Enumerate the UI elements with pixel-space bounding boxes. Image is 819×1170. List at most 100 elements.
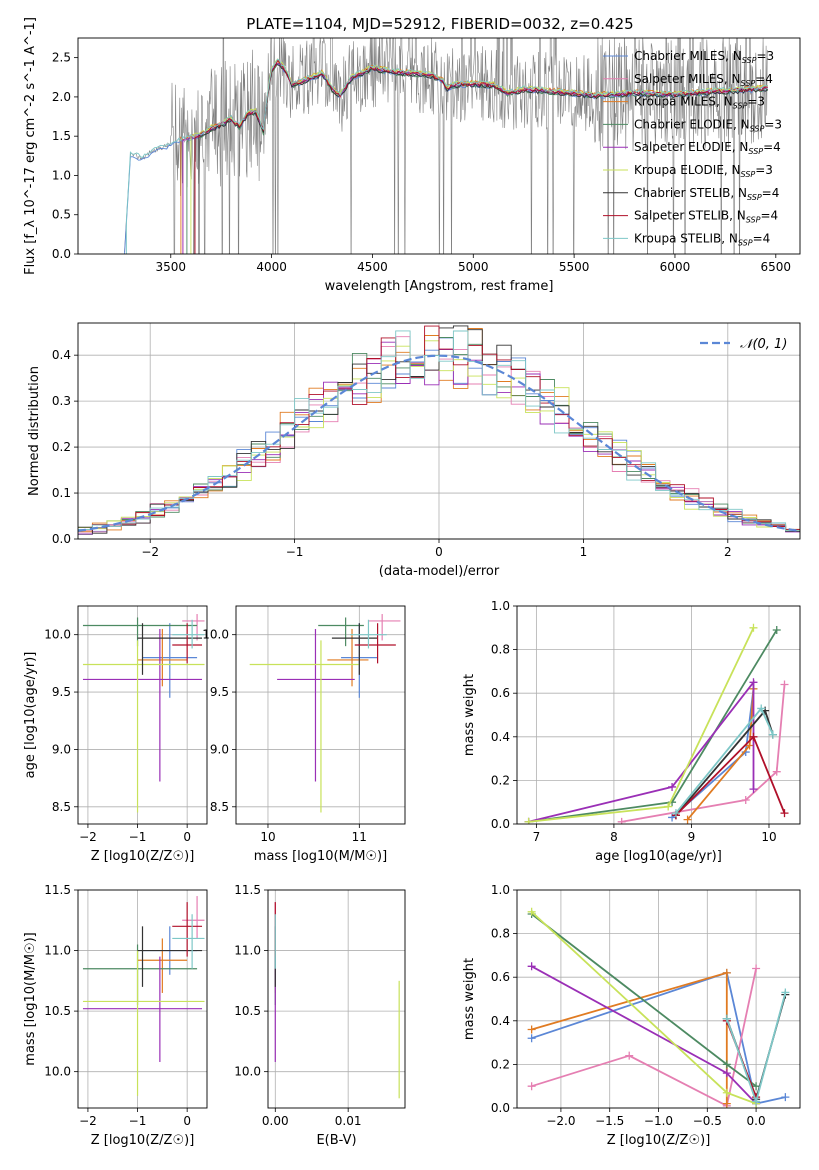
weight-marker <box>524 817 533 824</box>
panel-mass-vs-ebv: 0.00 0.01 10.0 10.5 11.0 11.5 E(B-V) <box>234 883 406 1148</box>
y-tick-label: 0.6 <box>491 970 510 984</box>
x-tick-label: 3500 <box>155 260 186 274</box>
x-axis-label: mass [log10(M/M☉)] <box>254 849 387 864</box>
y-tick-label: 1.5 <box>52 129 71 143</box>
axes-frame <box>516 605 801 825</box>
model-spectrum <box>125 58 768 254</box>
x-tick-label: 0.0 <box>747 1114 766 1128</box>
x-tick-label: 1 <box>580 545 588 559</box>
weight-marker <box>527 1034 536 1043</box>
weight-marker <box>722 1099 731 1108</box>
legend-entry: Salpeter ELODIE, NSSP=4 <box>634 140 781 156</box>
y-tick-label: 0.1 <box>52 486 71 500</box>
x-tick-label: −1 <box>129 1114 147 1128</box>
plot-area <box>524 623 789 824</box>
legend: Chabrier MILES, NSSP=3 Salpeter MILES, NS… <box>603 49 782 247</box>
panel-age-vs-mass: 10 11 8.5 9.0 9.5 10.0 mass [log10(M/M☉)] <box>202 605 406 864</box>
weight-marker <box>749 785 758 794</box>
x-tick-label: 0 <box>435 545 443 559</box>
x-tick-label: 4500 <box>357 260 388 274</box>
weight-marker <box>772 625 781 634</box>
legend-entry: Chabrier MILES, NSSP=3 <box>634 49 774 65</box>
legend-entry: Chabrier STELIB, NSSP=4 <box>634 186 779 202</box>
y-axis-label: age [log10(age/yr)] <box>23 652 38 779</box>
y-tick-label: 0.2 <box>491 1057 510 1071</box>
x-tick-label: 7 <box>533 830 541 844</box>
weight-line <box>531 965 757 1105</box>
weight-marker <box>722 1060 731 1069</box>
weight-marker <box>780 809 789 818</box>
x-axis-label: Z [log10(Z/Z☉)] <box>607 1133 711 1148</box>
weight-marker <box>722 968 731 977</box>
weight-marker <box>772 767 781 776</box>
weight-marker <box>781 1093 790 1102</box>
weight-marker <box>757 704 766 713</box>
weight-marker <box>527 1025 536 1034</box>
y-tick-label: 0.0 <box>52 247 71 261</box>
y-tick-label: 2.0 <box>52 90 71 104</box>
y-tick-label: 9.5 <box>52 685 71 699</box>
y-tick-label: 8.5 <box>210 800 229 814</box>
plot-area <box>274 902 400 1099</box>
plot-area <box>249 614 401 813</box>
x-tick-label: 0.00 <box>262 1114 289 1128</box>
weight-marker <box>671 809 680 818</box>
y-tick-label: 11.5 <box>44 883 71 897</box>
axes-frame <box>77 37 801 255</box>
x-tick-label: 0.01 <box>335 1114 362 1128</box>
y-tick-label: 11.0 <box>234 944 261 958</box>
y-tick-label: 9.0 <box>210 742 229 756</box>
x-axis-label: wavelength [Angstrom, rest frame] <box>325 279 554 294</box>
x-tick-label: 5000 <box>458 260 489 274</box>
x-tick-label: −1 <box>129 830 147 844</box>
legend-entry: Kroupa STELIB, NSSP=4 <box>634 231 770 247</box>
plot-area <box>82 896 205 1096</box>
x-tick-label: −2.0 <box>546 1114 575 1128</box>
weight-marker <box>741 796 750 805</box>
y-axis-label: Flux [f_λ 10^-17 erg cm^-2 s^-1 A^-1] <box>23 17 38 275</box>
legend-entry: Chabrier ELODIE, NSSP=3 <box>634 117 782 133</box>
weight-marker <box>664 802 673 811</box>
plot-area <box>527 907 790 1108</box>
y-tick-label: 9.5 <box>210 685 229 699</box>
y-tick-label: 8.5 <box>52 800 71 814</box>
x-tick-label: 8 <box>610 830 618 844</box>
y-tick-label: 0.5 <box>52 208 71 222</box>
plot-area <box>82 614 205 813</box>
weight-line <box>528 679 755 823</box>
x-tick-label: 0 <box>183 830 191 844</box>
y-tick-label: 10.0 <box>234 1065 261 1079</box>
residual-histogram <box>78 330 800 532</box>
legend-entry: Salpeter MILES, NSSP=4 <box>634 72 773 88</box>
weight-marker <box>752 1082 761 1091</box>
x-tick-label: −0.5 <box>693 1114 722 1128</box>
weight-marker <box>722 1088 731 1097</box>
weight-marker <box>749 678 758 687</box>
weight-marker <box>752 1097 761 1106</box>
legend: 𝒩(0, 1) <box>700 337 787 352</box>
y-tick-label: 10.5 <box>234 1004 261 1018</box>
model-spectrum <box>182 59 768 254</box>
y-tick-label: 10.0 <box>202 628 229 642</box>
x-tick-label: 6500 <box>761 260 792 274</box>
x-tick-label: −2 <box>141 545 159 559</box>
weight-marker <box>527 962 536 971</box>
panel-residuals: −2 −1 0 1 2 0.0 0.1 0.2 0.3 0.4 (data-model)/error… <box>27 322 801 579</box>
weight-marker <box>527 1082 536 1091</box>
legend-entry: Kroupa ELODIE, NSSP=3 <box>634 163 773 179</box>
x-tick-label: 0 <box>183 1114 191 1128</box>
weight-line <box>531 913 757 1087</box>
y-axis-label: mass weight <box>462 958 477 1040</box>
x-tick-label: 6000 <box>660 260 691 274</box>
weight-marker <box>722 1014 731 1023</box>
x-tick-label: −1.5 <box>595 1114 624 1128</box>
y-tick-label: 0.8 <box>491 927 510 941</box>
weight-marker <box>745 741 754 750</box>
y-tick-label: 0.0 <box>491 1101 510 1115</box>
panel-mass-vs-Z: −2 −1 0 10.0 10.5 11.0 11.5 Z [log10(Z/Z☉)] mass… <box>23 883 208 1148</box>
weight-marker <box>722 1069 731 1078</box>
weight-marker <box>625 1051 634 1060</box>
panel-spectrum: 3500 4000 4500 5000 5500 6000 6500 0.0 0.5 1.0 1.5… <box>23 17 801 294</box>
x-tick-label: 10 <box>761 830 776 844</box>
